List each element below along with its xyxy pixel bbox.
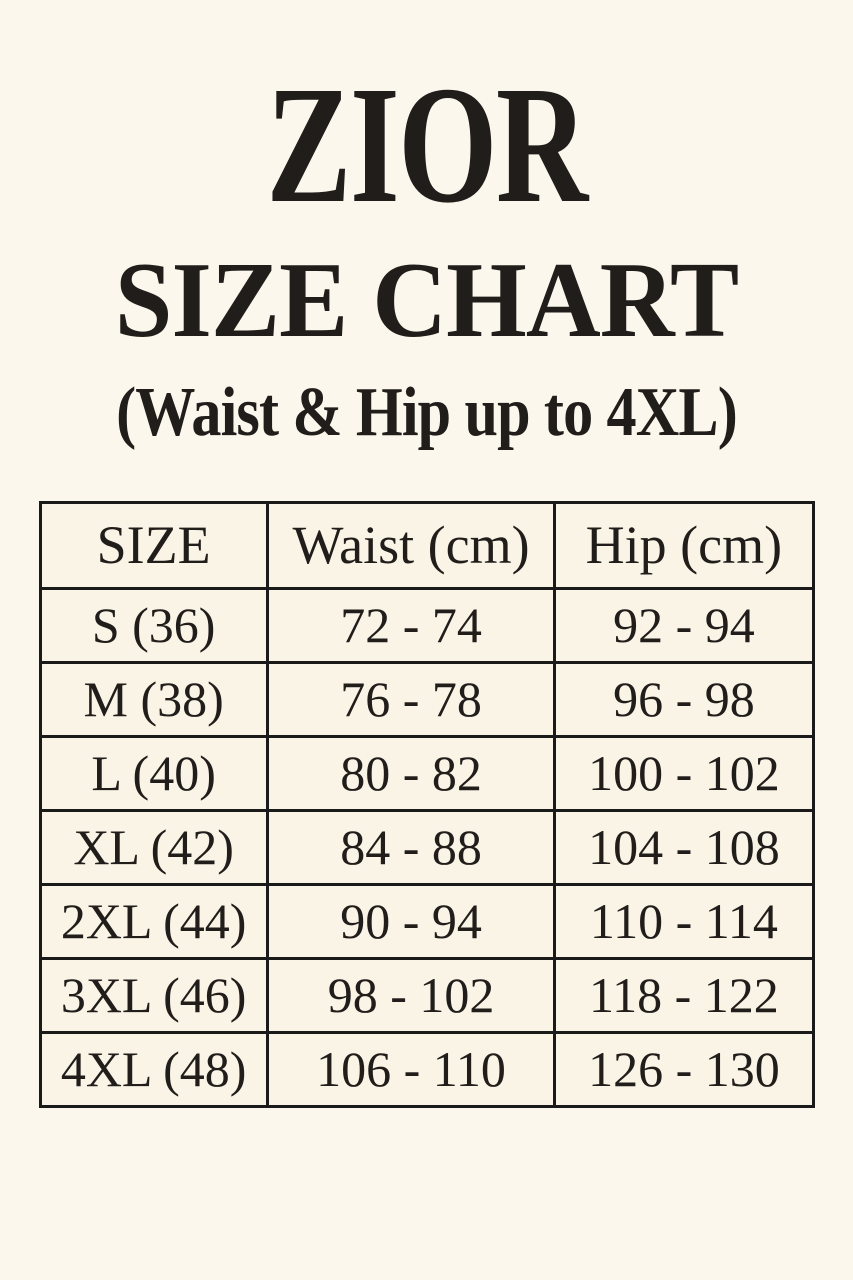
waist-cell: 72 - 74: [265, 586, 557, 664]
hip-cell: 126 - 130: [553, 1030, 815, 1108]
table-row: 3XL (46) 98 - 102 118 - 122: [38, 956, 815, 1034]
size-cell: 3XL (46): [38, 956, 269, 1034]
waist-cell: 84 - 88: [265, 808, 557, 886]
chart-header: ZIOR SIZE CHART (Waist & Hip up to 4XL): [0, 0, 853, 451]
waist-cell: 98 - 102: [265, 956, 557, 1034]
size-cell: M (38): [38, 660, 269, 738]
hip-cell: 100 - 102: [553, 734, 815, 812]
size-cell: 4XL (48): [38, 1030, 269, 1108]
hip-cell: 118 - 122: [553, 956, 815, 1034]
hip-cell: 110 - 114: [553, 882, 815, 960]
waist-cell: 90 - 94: [265, 882, 557, 960]
column-header-waist: Waist (cm): [265, 500, 557, 590]
header-row: SIZE Waist (cm) Hip (cm): [38, 500, 815, 590]
waist-cell: 80 - 82: [265, 734, 557, 812]
column-header-size: SIZE: [38, 500, 269, 590]
page-subtitle: (Waist & Hip up to 4XL): [116, 373, 738, 451]
hip-cell: 104 - 108: [553, 808, 815, 886]
table-row: 4XL (48) 106 - 110 126 - 130: [38, 1030, 815, 1108]
size-cell: S (36): [38, 586, 269, 664]
table-row: XL (42) 84 - 88 104 - 108: [38, 808, 815, 886]
hip-cell: 92 - 94: [553, 586, 815, 664]
size-table: SIZE Waist (cm) Hip (cm) S (36) 72 - 74 92…: [38, 500, 815, 1108]
waist-cell: 106 - 110: [265, 1030, 557, 1108]
page-title: SIZE CHART: [114, 241, 739, 361]
size-cell: 2XL (44): [38, 882, 269, 960]
hip-cell: 96 - 98: [553, 660, 815, 738]
size-table-header: SIZE Waist (cm) Hip (cm): [38, 500, 815, 590]
table-row: L (40) 80 - 82 100 - 102: [38, 734, 815, 812]
waist-cell: 76 - 78: [265, 660, 557, 738]
size-table-body: S (36) 72 - 74 92 - 94 M (38) 76 - 78 96 - 98…: [38, 586, 815, 1108]
table-row: M (38) 76 - 78 96 - 98: [38, 660, 815, 738]
size-cell: XL (42): [38, 808, 269, 886]
size-cell: L (40): [38, 734, 269, 812]
column-header-hip: Hip (cm): [553, 500, 815, 590]
table-row: 2XL (44) 90 - 94 110 - 114: [38, 882, 815, 960]
brand-title: ZIOR: [266, 52, 588, 238]
table-row: S (36) 72 - 74 92 - 94: [38, 586, 815, 664]
